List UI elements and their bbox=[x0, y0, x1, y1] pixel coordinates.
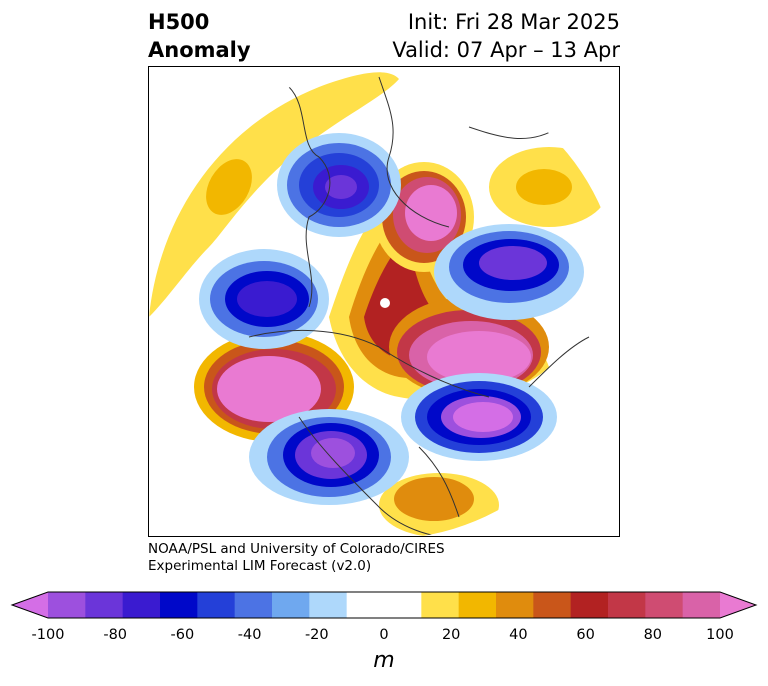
negative-anomaly-east bbox=[401, 373, 557, 461]
credit-text: NOAA/PSL and University of Colorado/CIRE… bbox=[148, 541, 445, 575]
colorbar-unit: m bbox=[373, 648, 395, 673]
colorbar-cell bbox=[421, 592, 460, 618]
positive-anomaly-east bbox=[389, 297, 549, 397]
negative-anomaly-northeast bbox=[434, 224, 584, 320]
title-left: H500 Anomaly bbox=[148, 8, 251, 64]
colorbar-tick-label: 80 bbox=[643, 627, 663, 643]
positive-anomaly-southeast bbox=[379, 473, 499, 536]
colorbar-cell bbox=[12, 592, 48, 618]
colorbar-cell bbox=[682, 592, 721, 618]
coastlines bbox=[248, 76, 610, 536]
colorbar-cell bbox=[570, 592, 609, 618]
title-right: Init: Fri 28 Mar 2025 Valid: 07 Apr – 13… bbox=[392, 8, 620, 64]
colorbar-cell bbox=[309, 592, 348, 618]
colorbar-outline bbox=[10, 591, 758, 619]
colorbar-cell bbox=[496, 592, 534, 618]
colorbar-tick-label: 0 bbox=[379, 627, 389, 643]
colorbar-cell bbox=[608, 592, 646, 618]
colorbar-cell bbox=[197, 592, 236, 618]
credit-line-1: NOAA/PSL and University of Colorado/CIRE… bbox=[148, 541, 445, 557]
colorbar-cell bbox=[48, 592, 86, 618]
colorbar-cell bbox=[122, 592, 161, 618]
colorbar-tick-label: -40 bbox=[237, 627, 262, 643]
positive-anomaly-northeast bbox=[489, 147, 609, 227]
credit-line-2: Experimental LIM Forecast (v2.0) bbox=[148, 558, 372, 574]
pole-marker bbox=[380, 298, 390, 308]
positive-anomaly-pole bbox=[374, 162, 474, 272]
colorbar-cell bbox=[272, 592, 310, 618]
colorbar-cell bbox=[160, 592, 198, 618]
title-type: Anomaly bbox=[148, 38, 251, 62]
colorbar-cell bbox=[234, 592, 273, 618]
title-variable: H500 bbox=[148, 10, 210, 34]
colorbar-tick-label: -100 bbox=[31, 627, 65, 643]
colorbar bbox=[10, 591, 758, 619]
colorbar-tick-label: -20 bbox=[304, 627, 329, 643]
colorbar-cell bbox=[645, 592, 684, 618]
colorbar-cell bbox=[458, 592, 497, 618]
colorbar-tick-label: -60 bbox=[170, 627, 195, 643]
colorbar-tick-label: 40 bbox=[509, 627, 528, 643]
map-svg bbox=[149, 72, 610, 536]
init-date: Init: Fri 28 Mar 2025 bbox=[407, 10, 620, 34]
colorbar-cell bbox=[346, 592, 385, 618]
colorbar-tick-label: 20 bbox=[441, 627, 461, 643]
colorbar-tick-label: -80 bbox=[103, 627, 128, 643]
colorbar-cell bbox=[85, 592, 124, 618]
colorbar-tick-label: 60 bbox=[576, 627, 595, 643]
negative-anomaly-north bbox=[277, 133, 401, 237]
colorbar-tick-label: 100 bbox=[706, 627, 734, 643]
positive-anomaly-northwest bbox=[149, 72, 399, 317]
colorbar-cell bbox=[384, 592, 422, 618]
colorbar-cell bbox=[533, 592, 572, 618]
anomaly-map bbox=[148, 66, 620, 537]
colorbar-cell bbox=[720, 592, 756, 618]
negative-anomaly-west bbox=[199, 249, 329, 349]
negative-anomaly-southwest bbox=[249, 409, 409, 505]
valid-range: Valid: 07 Apr – 13 Apr bbox=[392, 38, 620, 62]
